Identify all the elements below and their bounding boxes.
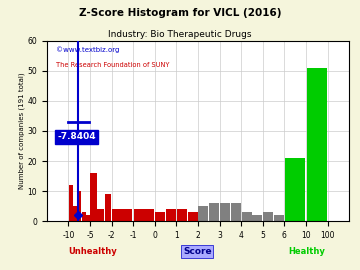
Bar [307,68,327,221]
Bar [285,158,305,221]
Text: Z-Score Histogram for VICL (2016): Z-Score Histogram for VICL (2016) [79,8,281,18]
Bar [242,212,252,221]
Bar [231,203,241,221]
Bar [73,206,77,221]
Bar [274,215,284,221]
Bar [105,194,111,221]
Text: The Research Foundation of SUNY: The Research Foundation of SUNY [56,62,169,68]
Bar [252,215,262,221]
Bar [220,203,230,221]
Bar [86,215,90,221]
Text: Unhealthy: Unhealthy [68,247,117,256]
Text: Score: Score [183,247,212,256]
Text: Healthy: Healthy [289,247,325,256]
Bar [90,173,97,221]
Text: -7.8404: -7.8404 [57,133,96,141]
Bar [155,212,165,221]
Bar [209,203,219,221]
Bar [134,209,144,221]
Bar [188,212,198,221]
Bar [166,209,176,221]
Bar [177,209,187,221]
Text: Industry: Bio Therapeutic Drugs: Industry: Bio Therapeutic Drugs [108,30,252,39]
Bar [144,209,154,221]
Y-axis label: Number of companies (191 total): Number of companies (191 total) [18,73,24,189]
Bar [77,191,81,221]
Bar [263,212,273,221]
Bar [98,209,104,221]
Bar [198,206,208,221]
Text: ©www.textbiz.org: ©www.textbiz.org [56,46,119,53]
Bar [81,212,86,221]
Bar [112,209,132,221]
Bar [68,185,73,221]
